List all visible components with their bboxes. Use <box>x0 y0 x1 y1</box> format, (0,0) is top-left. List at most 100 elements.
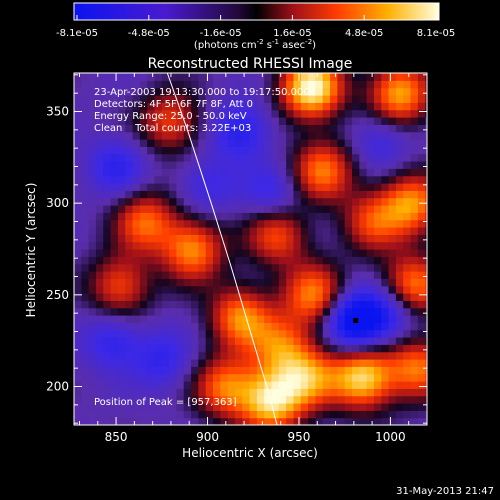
heatmap-cell <box>169 102 178 111</box>
heatmap-cell <box>264 395 273 404</box>
heatmap-cell <box>425 395 427 404</box>
heatmap-cell <box>366 351 375 360</box>
heatmap-cell <box>242 300 251 309</box>
heatmap-cell <box>373 388 382 397</box>
heatmap-cell <box>344 410 353 419</box>
heatmap-cell <box>395 168 404 177</box>
heatmap-cell <box>373 329 382 338</box>
heatmap-cell <box>154 249 163 257</box>
heatmap-cell <box>81 322 90 331</box>
heatmap-cell <box>191 80 199 89</box>
heatmap-cell <box>205 249 214 257</box>
heatmap-cell <box>125 373 134 382</box>
heatmap-cell <box>256 183 265 191</box>
heatmap-cell <box>410 293 419 301</box>
heatmap-cell <box>220 146 229 155</box>
heatmap-cell <box>191 109 199 118</box>
heatmap-cell <box>373 395 382 404</box>
heatmap-cell <box>330 307 338 316</box>
heatmap-cell <box>403 87 412 96</box>
heatmap-cell <box>388 315 397 323</box>
heatmap-cell <box>242 417 251 425</box>
heatmap-cell <box>286 410 295 419</box>
heatmap-cell <box>300 139 309 147</box>
heatmap-cell <box>132 329 141 338</box>
heatmap-cell <box>264 256 273 265</box>
heatmap-cell <box>110 109 119 118</box>
heatmap-cell <box>74 300 82 309</box>
heatmap-cell <box>176 80 185 89</box>
heatmap-cell <box>256 307 265 316</box>
heatmap-cell <box>344 315 353 323</box>
heatmap-cell <box>110 344 119 353</box>
heatmap-cell <box>81 293 90 301</box>
heatmap-cell <box>308 139 317 147</box>
heatmap-cell <box>213 344 221 353</box>
heatmap-cell <box>242 381 251 389</box>
heatmap-cell <box>103 293 112 301</box>
heatmap-cell <box>132 293 141 301</box>
heatmap-cell <box>381 256 390 265</box>
heatmap-cell <box>278 109 287 118</box>
heatmap-cell <box>315 146 324 155</box>
heatmap-cell <box>169 131 178 140</box>
heatmap-cell <box>373 256 382 265</box>
heatmap-cell <box>373 278 382 287</box>
heatmap-cell <box>220 234 229 243</box>
heatmap-cell <box>337 124 346 133</box>
heatmap-cell <box>117 373 126 382</box>
x-tick-label: 900 <box>196 430 219 444</box>
heatmap-cell <box>300 102 309 111</box>
heatmap-cell <box>256 263 265 272</box>
heatmap-cell <box>308 381 317 389</box>
heatmap-cell <box>110 175 119 184</box>
heatmap-cell <box>256 278 265 287</box>
heatmap-cell <box>117 109 126 118</box>
heatmap-cell <box>308 168 317 177</box>
heatmap-cell <box>103 351 112 360</box>
heatmap-cell <box>249 300 258 309</box>
heatmap-cell <box>300 263 309 272</box>
heatmap-cell <box>176 117 185 125</box>
heatmap-cell <box>330 80 338 89</box>
heatmap-cell <box>191 322 199 331</box>
heatmap-cell <box>315 271 324 279</box>
heatmap-cell <box>220 344 229 353</box>
heatmap-cell <box>176 315 185 323</box>
heatmap-cell <box>278 205 287 213</box>
heatmap-cell <box>227 205 236 213</box>
heatmap-cell <box>125 410 134 419</box>
heatmap-cell <box>220 300 229 309</box>
heatmap-cell <box>147 153 156 162</box>
heatmap-cell <box>139 102 148 111</box>
heatmap-cell <box>330 161 338 169</box>
heatmap-cell <box>330 263 338 272</box>
heatmap-cell <box>322 175 331 184</box>
heatmap-cell <box>264 102 273 111</box>
heatmap-cell <box>176 381 185 389</box>
heatmap-cell <box>308 417 317 425</box>
heatmap-cell <box>395 80 404 89</box>
heatmap-cell <box>213 373 221 382</box>
heatmap-cell <box>352 256 360 265</box>
heatmap-cell <box>249 373 258 382</box>
heatmap-cell <box>308 263 317 272</box>
heatmap-cell <box>256 388 265 397</box>
heatmap-cell <box>110 322 119 331</box>
heatmap-cell <box>132 300 141 309</box>
heatmap-cell <box>81 351 90 360</box>
heatmap-cell <box>110 388 119 397</box>
heatmap-cell <box>300 161 309 169</box>
heatmap-cell <box>293 183 302 191</box>
heatmap-cell <box>161 395 170 404</box>
heatmap-cell <box>344 395 353 404</box>
heatmap-cell <box>352 131 360 140</box>
heatmap-cell <box>161 417 170 425</box>
heatmap-cell <box>388 278 397 287</box>
heatmap-cell <box>359 271 368 279</box>
heatmap-cell <box>264 241 273 250</box>
heatmap-cell <box>103 366 112 375</box>
heatmap-cell <box>103 87 112 96</box>
heatmap-cell <box>388 109 397 118</box>
heatmap-cell <box>183 373 192 382</box>
